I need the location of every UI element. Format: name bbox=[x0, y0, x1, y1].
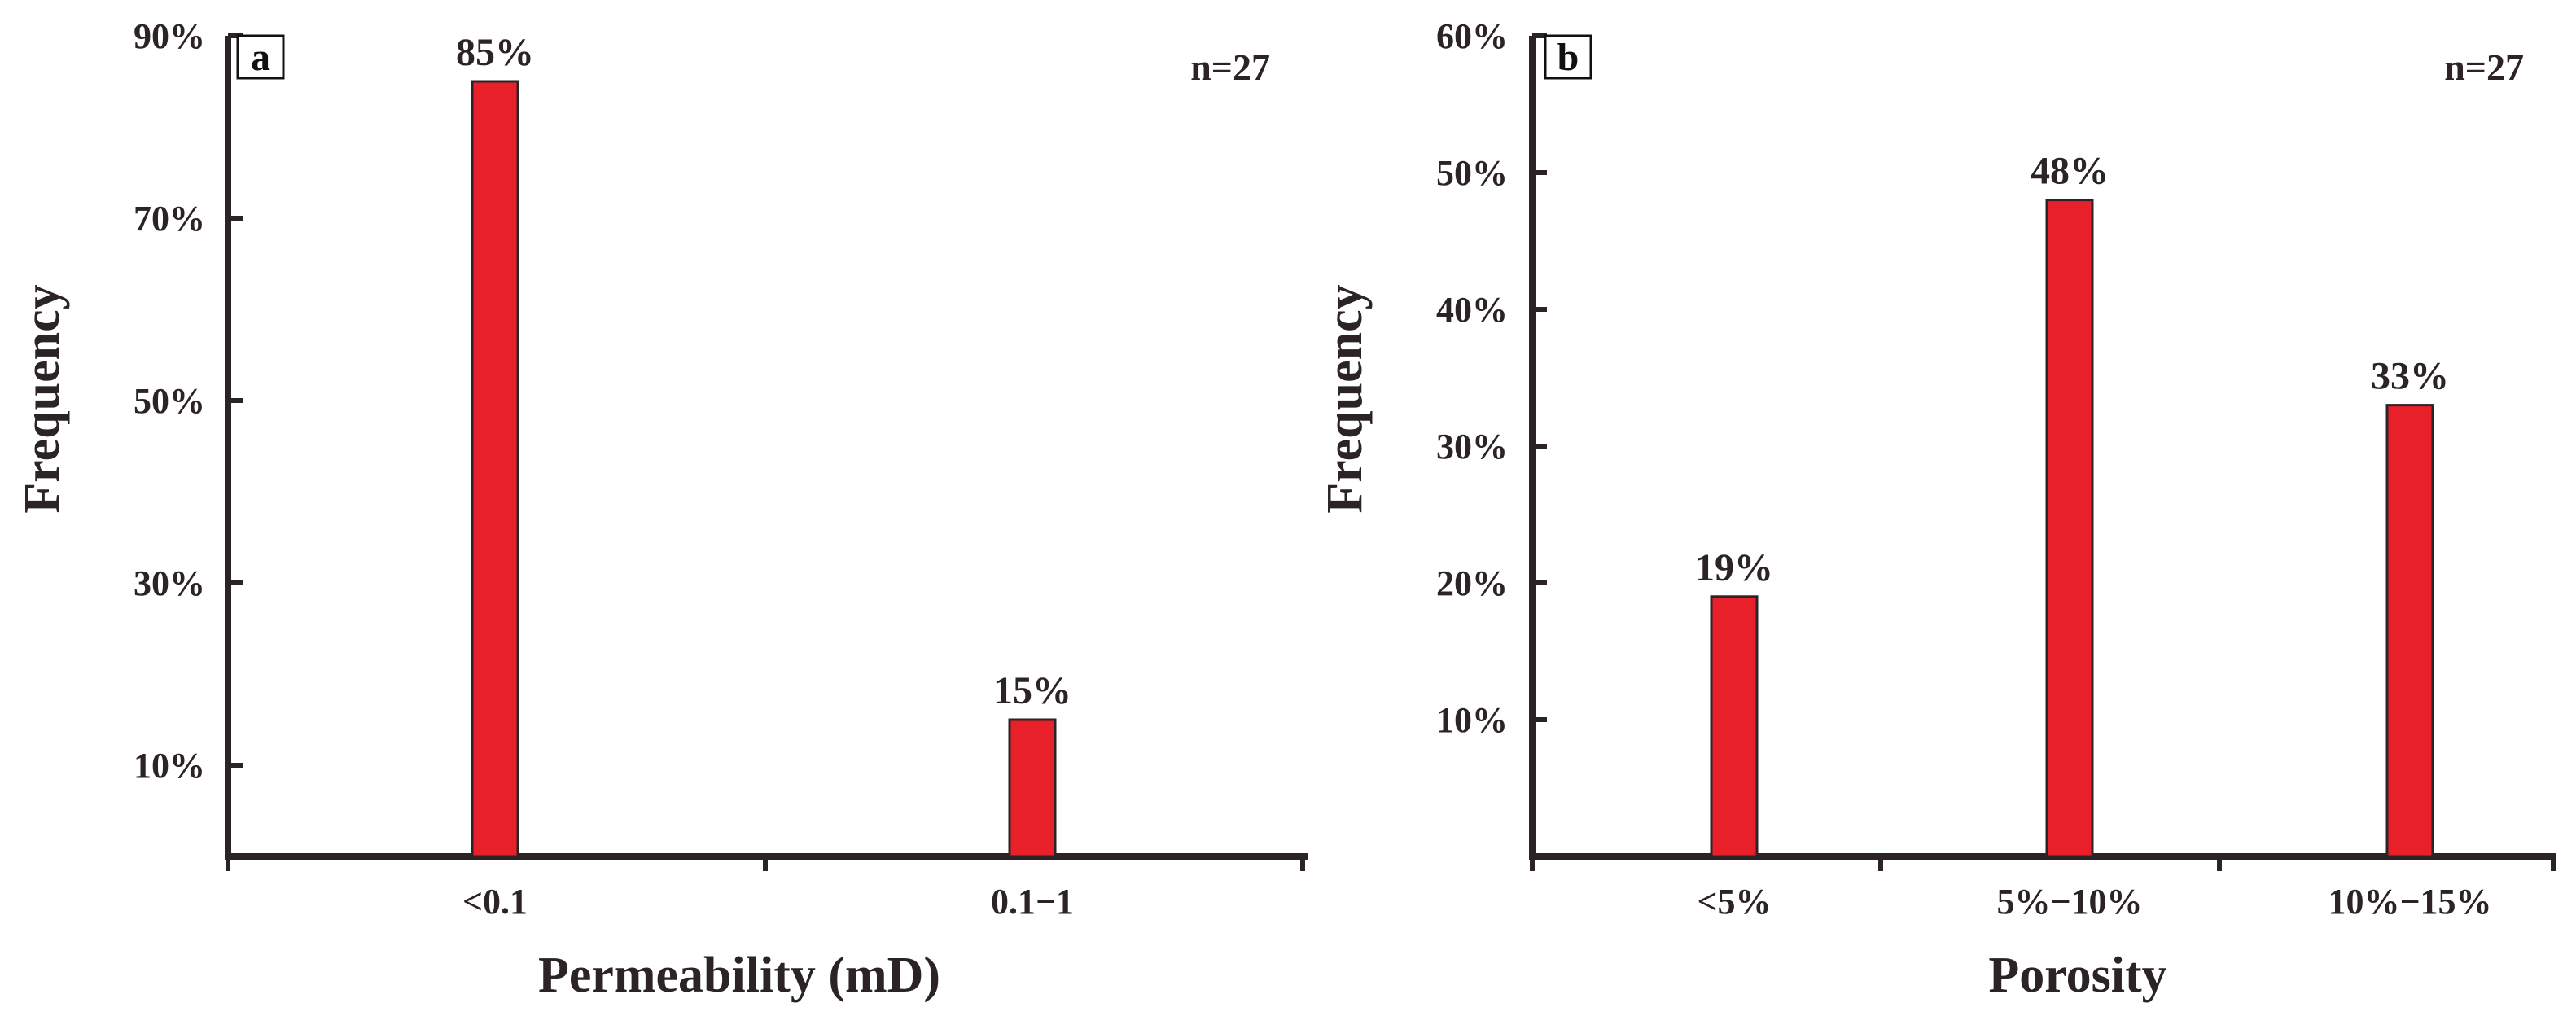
panel-a-x-axis-title: Permeability (mD) bbox=[538, 948, 940, 1003]
panel-a-bar-value-label: 15% bbox=[993, 669, 1071, 712]
panel-a-sample-size: n=27 bbox=[1190, 46, 1270, 88]
panel-b-x-tick-label: 10%−15% bbox=[2328, 882, 2491, 922]
panel-b-label-box bbox=[1544, 34, 1592, 80]
panel-a-bar bbox=[471, 80, 519, 858]
panel-b-x-tick-label: 5%−10% bbox=[1996, 882, 2142, 922]
panel-b-sample-size: n=27 bbox=[2444, 46, 2524, 88]
panel-b-bar-value-label: 33% bbox=[2371, 355, 2449, 398]
panel-a-bar-value-label: 85% bbox=[456, 31, 534, 74]
panel-b-y-tick-label: 10% bbox=[1436, 700, 1508, 740]
panel-b-y-tick-label: 20% bbox=[1436, 563, 1508, 603]
panel-b-y-axis-title: Frequency bbox=[1317, 284, 1373, 513]
panel-b-label: b bbox=[1557, 36, 1579, 79]
panel-b-y-tick-label: 40% bbox=[1436, 290, 1508, 330]
panel-b-y-tick-label: 50% bbox=[1436, 153, 1508, 193]
panel-b-bar bbox=[2045, 199, 2094, 858]
panel-a-y-axis-title: Frequency bbox=[15, 284, 70, 513]
panel-a-bar bbox=[1008, 718, 1057, 858]
panel-a-y-tick-label: 10% bbox=[134, 746, 205, 786]
panel-b-bar bbox=[2385, 404, 2434, 858]
panel-b-y-tick-label: 60% bbox=[1436, 16, 1508, 56]
panel-a-label: a bbox=[251, 36, 270, 79]
panel-b-y-tick-label: 30% bbox=[1436, 427, 1508, 466]
panel-a-y-tick-label: 30% bbox=[134, 563, 205, 603]
panel-a-y-tick-label: 70% bbox=[134, 199, 205, 239]
panel-b-x-axis-title: Porosity bbox=[1988, 948, 2166, 1003]
panel-a-y-tick-label: 50% bbox=[134, 381, 205, 421]
panel-a-chart: 10%30%50%70%90% <0.1 0.1−1 85%15% a n=27 … bbox=[15, 16, 1308, 1003]
panel-b-bar-value-label: 48% bbox=[2031, 150, 2109, 193]
panel-b-x-tick-label: <5% bbox=[1697, 882, 1771, 922]
panel-a-x-tick-label: 0.1−1 bbox=[991, 882, 1074, 922]
panel-a-y-tick-label: 90% bbox=[134, 16, 205, 56]
panel-b-bar bbox=[1710, 595, 1759, 858]
panel-b-bar-value-label: 19% bbox=[1695, 546, 1773, 589]
panel-a-x-tick-label: <0.1 bbox=[462, 882, 528, 922]
panel-a-label-box bbox=[236, 34, 285, 80]
panel-b-chart: 10% 20% 30% 40% 50% 60% <5% 5%−10% 10%−15% 19% 4… bbox=[1317, 16, 2556, 1003]
